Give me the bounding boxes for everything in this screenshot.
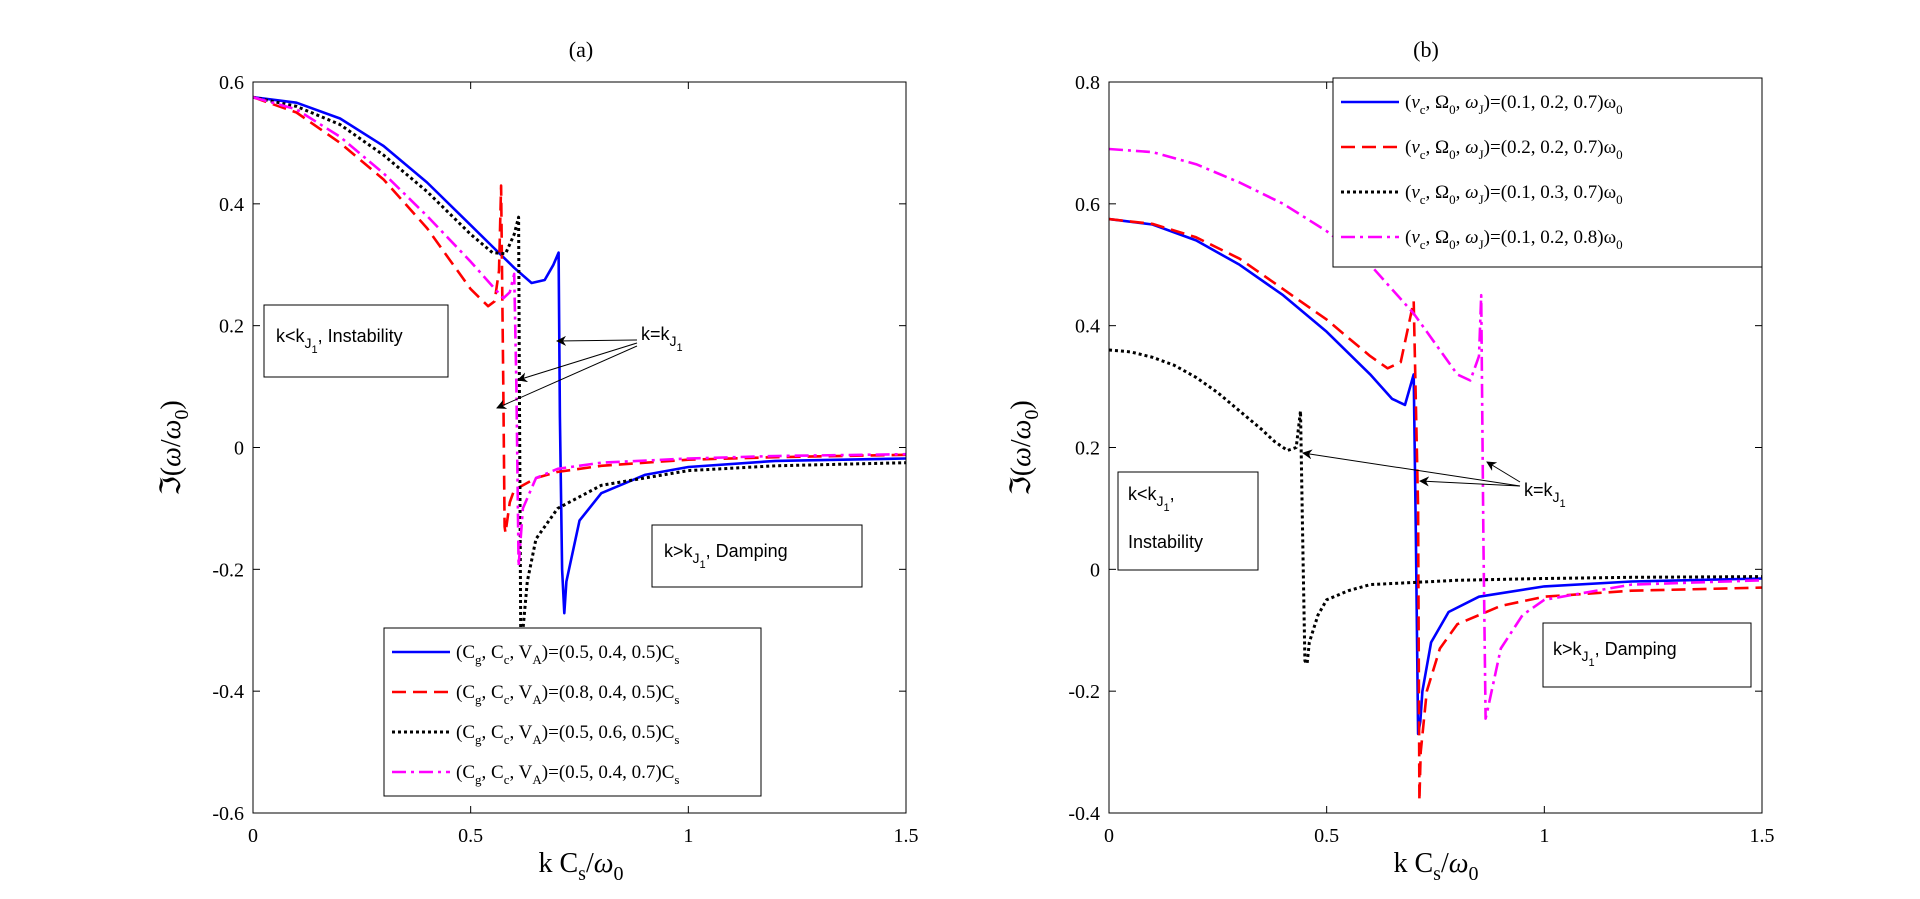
panel-b-series-4-line — [1109, 147, 1762, 720]
panel-b-ytick-label: 0.4 — [1075, 316, 1100, 338]
panel-a-ytick-label: 0.6 — [219, 72, 244, 94]
panel-b-ytick-label: 0 — [1090, 559, 1100, 581]
panel-a: (a) 0 0.5 1 1.5 -0.6 -0.4 -0.2 0 0.2 0.4 0.6 k Cs/… — [156, 37, 919, 885]
panel-b-ytick-label: -0.2 — [1068, 681, 1100, 703]
panel-b-ytick-label: 0.8 — [1075, 72, 1100, 94]
panel-b-title: (b) — [1413, 37, 1439, 62]
panel-a-legend-label-2: (Cg, Cc, VA)=(0.8, 0.4, 0.5)Cs — [456, 682, 679, 707]
panel-b-xlabel: k Cs/ω0 — [1393, 848, 1478, 885]
panel-a-series-2-line — [253, 95, 906, 535]
panel-a-arrow-annotation: k=kJ1 — [496, 324, 683, 409]
panel-a-legend-label-4: (Cg, Cc, VA)=(0.5, 0.4, 0.7)Cs — [456, 762, 679, 787]
panel-a-plot — [253, 95, 906, 632]
panel-a-ylabel: ℑ(ω/ω0) — [156, 400, 193, 496]
panel-b-legend-label-4: (νc, Ω0, ωJ)=(0.1, 0.2, 0.8)ω0 — [1405, 227, 1623, 252]
panel-a-arrow-1 — [556, 335, 638, 346]
panel-b-xtick-label: 0.5 — [1314, 825, 1339, 847]
panel-a-ytick-label: 0 — [234, 438, 244, 460]
panel-a-legend-label-3: (Cg, Cc, VA)=(0.5, 0.6, 0.5)Cs — [456, 722, 679, 747]
panel-b-xtick-label: 0 — [1104, 825, 1114, 847]
panel-a-legend-label-1: (Cg, Cc, VA)=(0.5, 0.4, 0.5)Cs — [456, 642, 679, 667]
panel-a-ytick-label: -0.2 — [212, 559, 244, 581]
panel-b-legend-label-1: (νc, Ω0, ωJ)=(0.1, 0.2, 0.7)ω0 — [1405, 92, 1623, 117]
panel-b-instability-k: k<k — [1128, 484, 1158, 504]
panel-b-arrow-1 — [1302, 449, 1521, 487]
panel-a-arrow-3 — [496, 345, 638, 409]
panel-a-ytick-label: 0.2 — [219, 316, 244, 338]
panel-a-arrow-2 — [517, 342, 638, 383]
panel-a-xtick-label: 1 — [683, 825, 693, 847]
panel-a-series-3-line — [253, 95, 906, 632]
panel-b: (b) 0 0.5 1 1.5 -0.4 -0.2 0 0.2 0.4 0.6 0.8 k Cs/ω… — [1006, 37, 1775, 885]
panel-a-axes-box — [252, 81, 907, 814]
panel-b-plot — [1109, 147, 1762, 803]
panel-a-ticks: 0 0.5 1 1.5 -0.6 -0.4 -0.2 0 0.2 0.4 0.6 — [212, 72, 918, 847]
panel-a-xlabel: k Cs/ω0 — [538, 848, 623, 885]
panel-b-arrow-annotation: k=kJ1 — [1302, 449, 1566, 510]
panel-b-series-3-line — [1109, 348, 1762, 666]
panel-b-damping-box: k>kJ1, Damping — [1542, 622, 1752, 688]
svg-text:k>kJ1, Damping: k>kJ1, Damping — [1553, 639, 1677, 669]
panel-a-instability-k: k<k — [276, 326, 306, 346]
panel-b-xtick-label: 1 — [1539, 825, 1549, 847]
panel-b-series-1-line — [1109, 217, 1762, 736]
svg-text:k=kJ1: k=kJ1 — [641, 324, 683, 354]
panel-a-ytick-label: -0.6 — [212, 803, 244, 825]
panel-a-legend: (Cg, Cc, VA)=(0.5, 0.4, 0.5)Cs (Cg, Cc, V… — [383, 627, 762, 797]
panel-b-legend: (νc, Ω0, ωJ)=(0.1, 0.2, 0.7)ω0 (νc, Ω0, ω… — [1332, 77, 1763, 268]
svg-text:k<kJ1,: k<kJ1, — [1128, 484, 1175, 514]
panel-a-xtick-label: 0 — [248, 825, 258, 847]
panel-b-ytick-label: 0.6 — [1075, 194, 1100, 216]
panel-b-xtick-label: 1.5 — [1750, 825, 1775, 847]
panel-b-ticks: 0 0.5 1 1.5 -0.4 -0.2 0 0.2 0.4 0.6 0.8 — [1068, 72, 1774, 847]
panel-a-xtick-label: 1.5 — [894, 825, 919, 847]
panel-b-ytick-label: 0.2 — [1075, 438, 1100, 460]
panel-b-damping-k: k>k — [1553, 639, 1583, 659]
panel-a-xtick-label: 0.5 — [458, 825, 483, 847]
panel-a-ytick-label: 0.4 — [219, 194, 244, 216]
panel-b-legend-label-2: (νc, Ω0, ωJ)=(0.2, 0.2, 0.7)ω0 — [1405, 137, 1623, 162]
panel-b-instability-box: k<kJ1, Instability — [1117, 471, 1259, 571]
panel-a-series-1-line — [253, 95, 906, 615]
panel-b-series-2-line — [1109, 217, 1762, 803]
panel-b-ylabel: ℑ(ω/ω0) — [1006, 400, 1043, 496]
panel-b-arrow-2 — [1486, 461, 1521, 483]
panel-a-damping-k: k>k — [664, 541, 694, 561]
svg-text:k>kJ1, Damping: k>kJ1, Damping — [664, 541, 788, 571]
panel-a-title: (a) — [569, 37, 593, 62]
panel-a-series-4-line — [253, 95, 906, 568]
panel-a-arrow-label: k=k — [641, 324, 671, 344]
svg-text:k<kJ1, Instability: k<kJ1, Instability — [276, 326, 403, 356]
panel-b-arrow-3 — [1419, 476, 1521, 487]
panel-b-arrow-label: k=k — [1524, 480, 1554, 500]
panel-b-instability-line2: Instability — [1128, 532, 1203, 552]
panel-b-legend-label-3: (νc, Ω0, ωJ)=(0.1, 0.3, 0.7)ω0 — [1405, 182, 1623, 207]
svg-text:k=kJ1: k=kJ1 — [1524, 480, 1566, 510]
panel-b-ytick-label: -0.4 — [1068, 803, 1100, 825]
panel-a-ytick-label: -0.4 — [212, 681, 244, 703]
panel-a-instability-box: k<kJ1, Instability — [263, 304, 449, 378]
panel-a-damping-box: k>kJ1, Damping — [651, 524, 863, 588]
